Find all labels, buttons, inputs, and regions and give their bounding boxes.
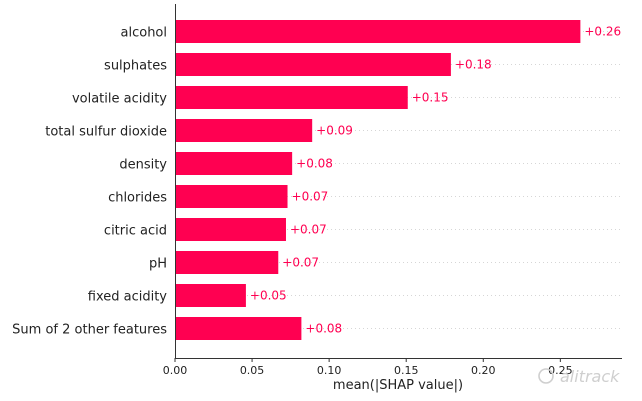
x-tick-label: 0.20 bbox=[471, 364, 496, 377]
category-label: citric acid bbox=[104, 224, 167, 239]
value-label: +0.07 bbox=[290, 223, 327, 237]
x-tick-label: 0.05 bbox=[240, 364, 265, 377]
value-label: +0.07 bbox=[292, 190, 329, 204]
x-ticks: 0.00 0.05 0.10 0.15 0.20 0.25 bbox=[163, 358, 573, 377]
x-axis-title: mean(|SHAP value|) bbox=[333, 378, 463, 393]
bar bbox=[175, 317, 302, 340]
category-label: pH bbox=[149, 257, 167, 272]
x-tick-label: 0.10 bbox=[317, 364, 342, 377]
bar bbox=[175, 185, 288, 208]
bar bbox=[175, 53, 451, 76]
category-labels: alcohol sulphates volatile acidity total su… bbox=[12, 26, 167, 338]
category-label: alcohol bbox=[121, 26, 167, 41]
watermark-text: alitrack bbox=[560, 367, 620, 386]
bar bbox=[175, 284, 246, 307]
watermark-icon bbox=[538, 368, 554, 384]
category-label: chlorides bbox=[108, 191, 167, 206]
value-label: +0.07 bbox=[282, 256, 319, 270]
category-label: sulphates bbox=[104, 59, 167, 74]
bar bbox=[175, 86, 408, 109]
x-tick-label: 0.00 bbox=[163, 364, 188, 377]
value-label: +0.15 bbox=[412, 91, 449, 105]
category-label: volatile acidity bbox=[72, 92, 167, 107]
category-label: fixed acidity bbox=[88, 290, 168, 305]
category-label: density bbox=[119, 158, 167, 173]
watermark: alitrack bbox=[538, 367, 620, 386]
value-label: +0.26 bbox=[584, 25, 621, 39]
category-label: Sum of 2 other features bbox=[12, 323, 167, 338]
bar bbox=[175, 119, 313, 142]
x-tick-label: 0.15 bbox=[394, 364, 419, 377]
value-label: +0.05 bbox=[250, 289, 287, 303]
bar bbox=[175, 218, 286, 241]
value-label: +0.09 bbox=[316, 124, 353, 138]
value-labels: +0.26 +0.18 +0.15 +0.09 +0.08 +0.07 +0.07 +0.07… bbox=[250, 25, 621, 336]
category-label: total sulfur dioxide bbox=[45, 125, 167, 140]
gridlines bbox=[175, 31, 622, 329]
bars bbox=[175, 20, 581, 340]
bar bbox=[175, 20, 581, 43]
bar bbox=[175, 251, 279, 274]
bar bbox=[175, 152, 293, 175]
value-label: +0.18 bbox=[455, 58, 492, 72]
value-label: +0.08 bbox=[305, 322, 342, 336]
x-tick-label: 0.25 bbox=[548, 364, 573, 377]
value-label: +0.08 bbox=[296, 157, 333, 171]
